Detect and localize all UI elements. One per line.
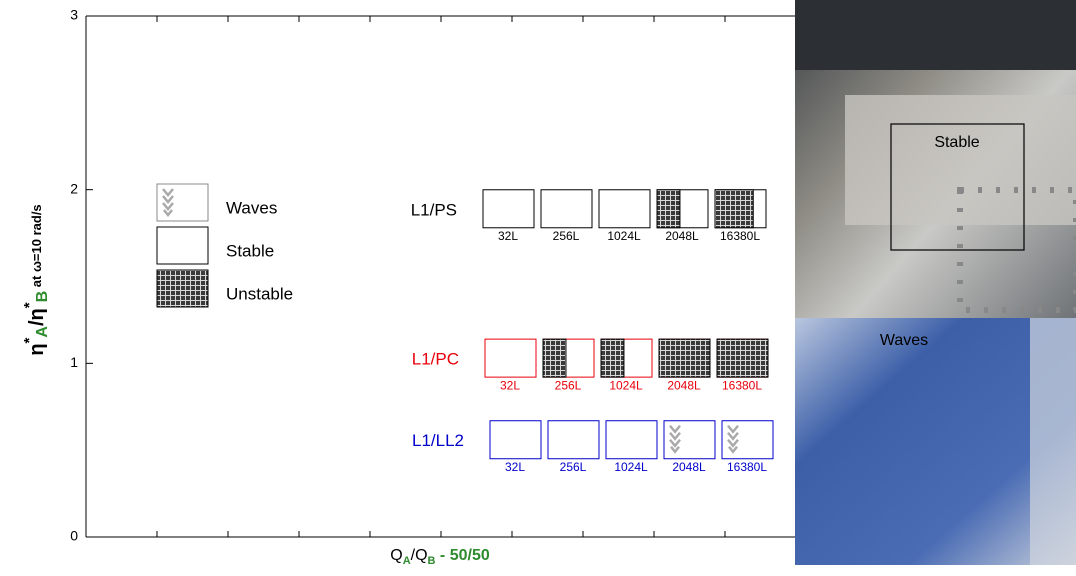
x-label-part: - 50/50 [435, 547, 489, 564]
state-box [156, 226, 209, 265]
y-tick-label: 1 [70, 354, 78, 370]
row-name: L1/LL2 [412, 431, 464, 450]
box-label: 16380L [727, 460, 767, 474]
y-tick-label: 2 [70, 180, 78, 196]
box-hatch [600, 338, 625, 378]
photo-label: Stable [934, 134, 979, 151]
box-label: 32L [498, 229, 518, 243]
state-box [663, 420, 716, 460]
box-label: 2048L [665, 229, 699, 243]
box-fill [482, 189, 535, 229]
y-label-part: B [34, 291, 51, 303]
legend-label: Unstable [226, 284, 293, 303]
box-label: 1024L [607, 229, 641, 243]
state-box [542, 338, 595, 378]
state-box [489, 420, 542, 460]
box-label: 1024L [614, 460, 648, 474]
x-label-part: /Q [411, 547, 428, 564]
box-label: 2048L [667, 378, 701, 392]
x-label-part: A [403, 555, 411, 567]
state-box [605, 420, 658, 460]
row-name: L1/PC [412, 350, 459, 369]
legend-label: Waves [226, 198, 277, 217]
box-hatch [656, 189, 681, 229]
box-label: 2048L [672, 460, 706, 474]
box-label: 256L [555, 378, 582, 392]
y-tick-label: 0 [70, 528, 78, 544]
y-label-part: A [34, 326, 51, 338]
state-box [721, 420, 774, 460]
box-label: 256L [553, 229, 580, 243]
box-label: 16380L [720, 229, 760, 243]
box-label: 32L [505, 460, 525, 474]
box-hatch [714, 189, 754, 229]
y-axis-label: η*A/η*B at ω=10 rad/s [21, 204, 51, 355]
state-box [598, 189, 651, 229]
legend-label: Stable [226, 241, 274, 260]
box-label: 16380L [722, 378, 762, 392]
state-box [484, 338, 537, 378]
box-hatch [658, 338, 711, 378]
y-label-part: η [26, 343, 48, 355]
x-label-part: Q [390, 547, 402, 564]
state-box [482, 189, 535, 229]
y-label-part: * [21, 337, 38, 343]
state-box [716, 338, 769, 378]
y-label-part: * [21, 302, 38, 308]
state-box [156, 269, 209, 308]
box-hatch [716, 338, 769, 378]
box-label: 256L [560, 460, 587, 474]
state-box [156, 183, 209, 222]
state-box [547, 420, 600, 460]
state-box [656, 189, 709, 229]
x-label-part: B [428, 555, 436, 567]
box-fill [156, 226, 209, 265]
box-fill [484, 338, 537, 378]
row-name: L1/PS [411, 200, 457, 219]
photo-label: Waves [880, 332, 928, 349]
y-tick-label: 3 [70, 7, 78, 23]
box-fill [547, 420, 600, 460]
box-fill [598, 189, 651, 229]
state-box [540, 189, 593, 229]
state-box [658, 338, 711, 378]
box-fill [489, 420, 542, 460]
photo-waves [795, 318, 1076, 565]
state-box [714, 189, 767, 229]
photo-stable [795, 0, 1076, 318]
state-box [600, 338, 653, 378]
box-label: 1024L [609, 378, 643, 392]
box-hatch [542, 338, 567, 378]
x-axis-label: QA/QB - 50/50 [390, 547, 490, 567]
box-fill [605, 420, 658, 460]
y-label-part: /η [26, 308, 48, 326]
y-label-part: at ω=10 rad/s [29, 204, 44, 291]
box-hatch [156, 269, 209, 308]
box-fill [540, 189, 593, 229]
box-label: 32L [500, 378, 520, 392]
